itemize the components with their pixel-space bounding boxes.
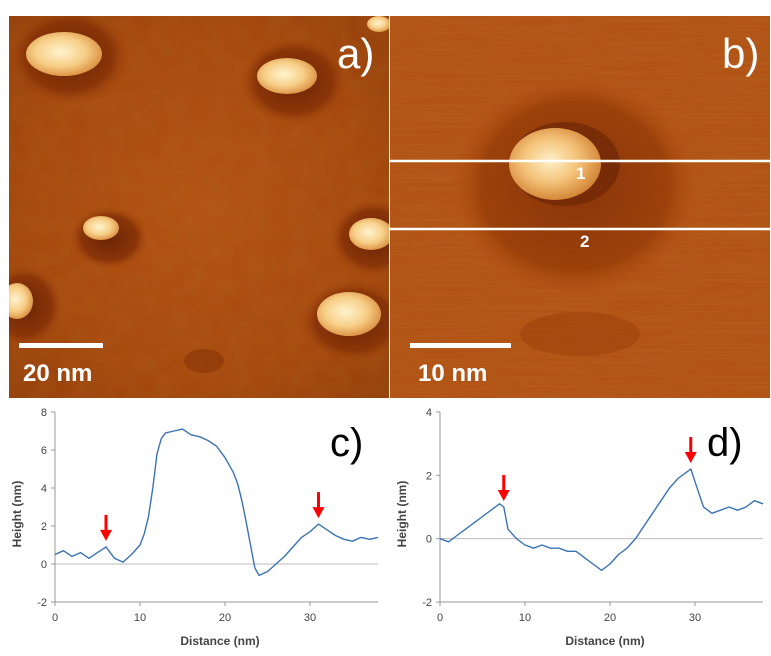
- x-axis-label-d: Distance (nm): [565, 634, 644, 648]
- panel-label-b: b): [722, 30, 759, 77]
- y-tick-label: 8: [41, 407, 47, 419]
- height-profile-d: d) Distance (nm) Height (nm) -2 0 2 4 0 10 20 3…: [385, 400, 771, 656]
- x-tick-label: 0: [52, 612, 58, 624]
- red-arrow-icon: [497, 490, 510, 501]
- scale-bar-b-label: 10 nm: [418, 360, 487, 387]
- height-profile-line: [54, 428, 379, 577]
- scale-bar-a-label: 20 nm: [23, 360, 92, 387]
- x-tick-label: 0: [437, 612, 443, 624]
- afm-image-b-canvas: 1 2 10 nm b): [390, 16, 770, 398]
- profile-line-2-label: 2: [580, 232, 589, 251]
- y-axis-label-d: Height (nm): [395, 481, 409, 548]
- y-tick-label: -2: [422, 597, 432, 609]
- height-profile-c: c) Distance (nm) Height (nm) -2 0 2 4 6 8 0 10 2…: [0, 400, 386, 656]
- y-axis-label-c: Height (nm): [10, 481, 24, 548]
- x-tick-label: 30: [304, 612, 316, 624]
- height-profile-line: [439, 468, 764, 571]
- red-arrow-icon: [312, 507, 325, 519]
- y-tick-label: 6: [41, 445, 47, 457]
- scale-bar-b: [410, 343, 511, 348]
- scale-bar-a: [19, 343, 103, 348]
- y-tick-label: 2: [41, 521, 47, 533]
- red-arrow-icon: [100, 529, 112, 541]
- afm-image-b: 1 2 10 nm b): [390, 16, 770, 398]
- x-tick-label: 20: [604, 612, 616, 624]
- panel-label-d: d): [707, 421, 743, 465]
- height-profile-c-svg: c) Distance (nm) Height (nm) -2 0 2 4 6 8 0 10 2…: [10, 407, 379, 648]
- panel-label-c: c): [330, 421, 363, 465]
- x-tick-label: 20: [219, 612, 231, 624]
- afm-image-a-canvas: 20 nm a): [9, 16, 389, 398]
- y-tick-label: 2: [426, 470, 432, 482]
- y-tick-label: 0: [426, 534, 432, 546]
- x-axis-label-c: Distance (nm): [180, 634, 259, 648]
- y-tick-label: 0: [41, 559, 47, 571]
- red-arrow-icon: [684, 452, 697, 463]
- x-tick-label: 10: [134, 612, 146, 624]
- y-tick-label: 4: [426, 407, 432, 419]
- x-tick-label: 30: [689, 612, 701, 624]
- afm-image-a: 20 nm a): [9, 16, 389, 398]
- height-profile-d-svg: d) Distance (nm) Height (nm) -2 0 2 4 0 10 20 3…: [395, 407, 764, 648]
- y-tick-label: 4: [41, 483, 47, 495]
- panel-label-a: a): [337, 30, 374, 77]
- x-tick-label: 10: [519, 612, 531, 624]
- profile-line-1-label: 1: [576, 164, 585, 183]
- y-tick-label: -2: [37, 597, 47, 609]
